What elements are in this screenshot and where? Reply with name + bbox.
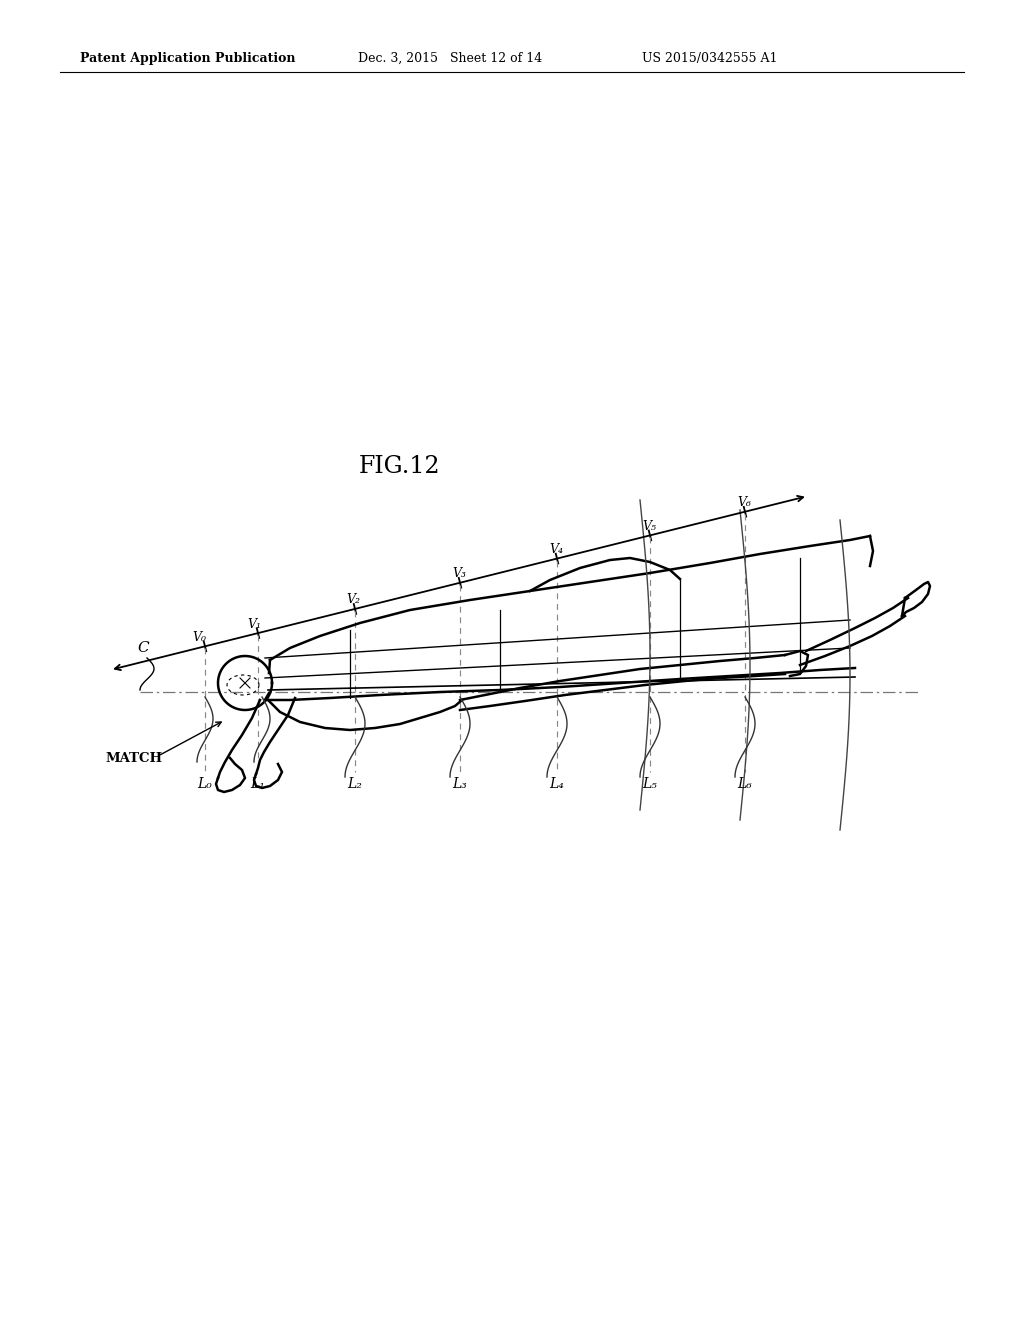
Text: L₂: L₂	[347, 777, 362, 791]
Text: US 2015/0342555 A1: US 2015/0342555 A1	[642, 51, 777, 65]
Text: V₄: V₄	[549, 543, 563, 556]
Text: V₂: V₂	[346, 594, 359, 606]
Text: L₃: L₃	[453, 777, 467, 791]
Text: Patent Application Publication: Patent Application Publication	[80, 51, 296, 65]
Text: MATCH: MATCH	[105, 751, 162, 764]
Text: L₄: L₄	[550, 777, 564, 791]
Text: L₅: L₅	[643, 777, 657, 791]
Text: V₃: V₃	[452, 568, 466, 581]
Text: V₆: V₆	[737, 496, 751, 510]
Text: L₆: L₆	[737, 777, 753, 791]
Text: L₀: L₀	[198, 777, 212, 791]
Text: V₅: V₅	[642, 520, 655, 533]
Text: L₁: L₁	[251, 777, 265, 791]
Text: V₁: V₁	[247, 618, 261, 631]
Text: FIG.12: FIG.12	[359, 455, 440, 478]
Text: C: C	[137, 642, 148, 655]
Text: Dec. 3, 2015   Sheet 12 of 14: Dec. 3, 2015 Sheet 12 of 14	[358, 51, 543, 65]
Text: V₀: V₀	[191, 631, 206, 644]
